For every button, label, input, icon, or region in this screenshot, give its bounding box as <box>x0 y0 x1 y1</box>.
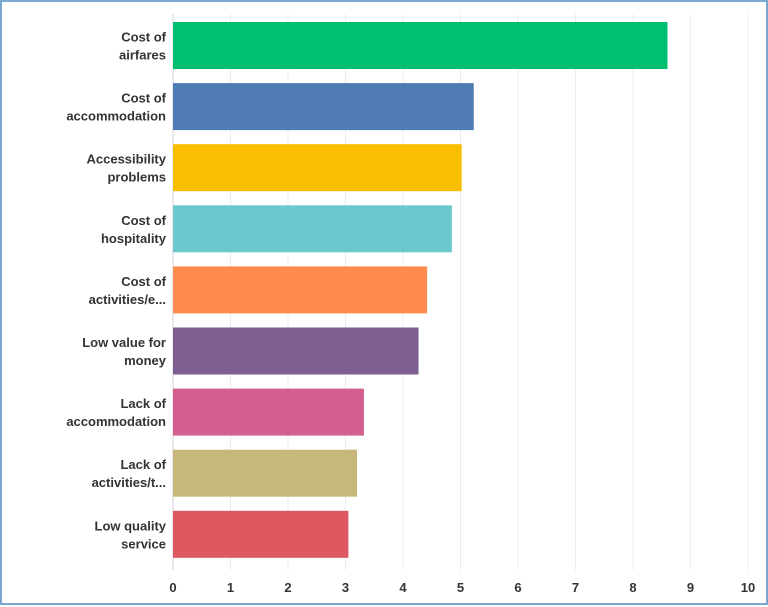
bar <box>173 22 668 69</box>
category-label: airfares <box>119 48 166 63</box>
bar <box>173 144 462 192</box>
category-label: Cost of <box>121 30 166 45</box>
category-label: accommodation <box>66 109 166 124</box>
x-tick-label: 3 <box>342 580 349 595</box>
x-tick-label: 1 <box>227 580 234 595</box>
x-axis-ticks: 0 1 2 3 4 5 6 7 8 9 10 <box>169 580 755 595</box>
category-label: service <box>121 536 166 551</box>
category-label: Accessibility <box>87 152 167 167</box>
category-label: Lack of <box>120 457 166 472</box>
x-tick-label: 2 <box>284 580 291 595</box>
category-label: Lack of <box>120 396 166 411</box>
bar <box>173 327 419 375</box>
category-label: hospitality <box>101 231 167 246</box>
x-tick-label: 0 <box>169 580 176 595</box>
x-tick-label: 9 <box>687 580 694 595</box>
x-tick-label: 7 <box>572 580 579 595</box>
category-label: Cost of <box>121 274 166 289</box>
bar <box>173 449 357 497</box>
category-label: problems <box>107 170 166 185</box>
x-tick-label: 6 <box>514 580 521 595</box>
bar <box>173 266 428 314</box>
category-label: Low value for <box>82 335 166 350</box>
x-tick-label: 5 <box>457 580 464 595</box>
x-tick-label: 8 <box>629 580 636 595</box>
bar <box>173 510 349 558</box>
category-label: Cost of <box>121 213 166 228</box>
bar <box>173 388 364 436</box>
category-label: money <box>124 353 167 368</box>
category-label: accommodation <box>66 414 166 429</box>
category-labels: Cost of airfares Cost of accommodation Acces… <box>66 30 166 552</box>
category-label: activities/e... <box>89 292 166 307</box>
bar <box>173 83 474 131</box>
category-label: Cost of <box>121 91 166 106</box>
bars <box>173 22 668 558</box>
category-label: Low quality <box>95 518 167 533</box>
category-label: activities/t... <box>92 475 166 490</box>
bar <box>173 205 452 253</box>
x-tick-label: 10 <box>741 580 755 595</box>
x-tick-label: 4 <box>399 580 407 595</box>
